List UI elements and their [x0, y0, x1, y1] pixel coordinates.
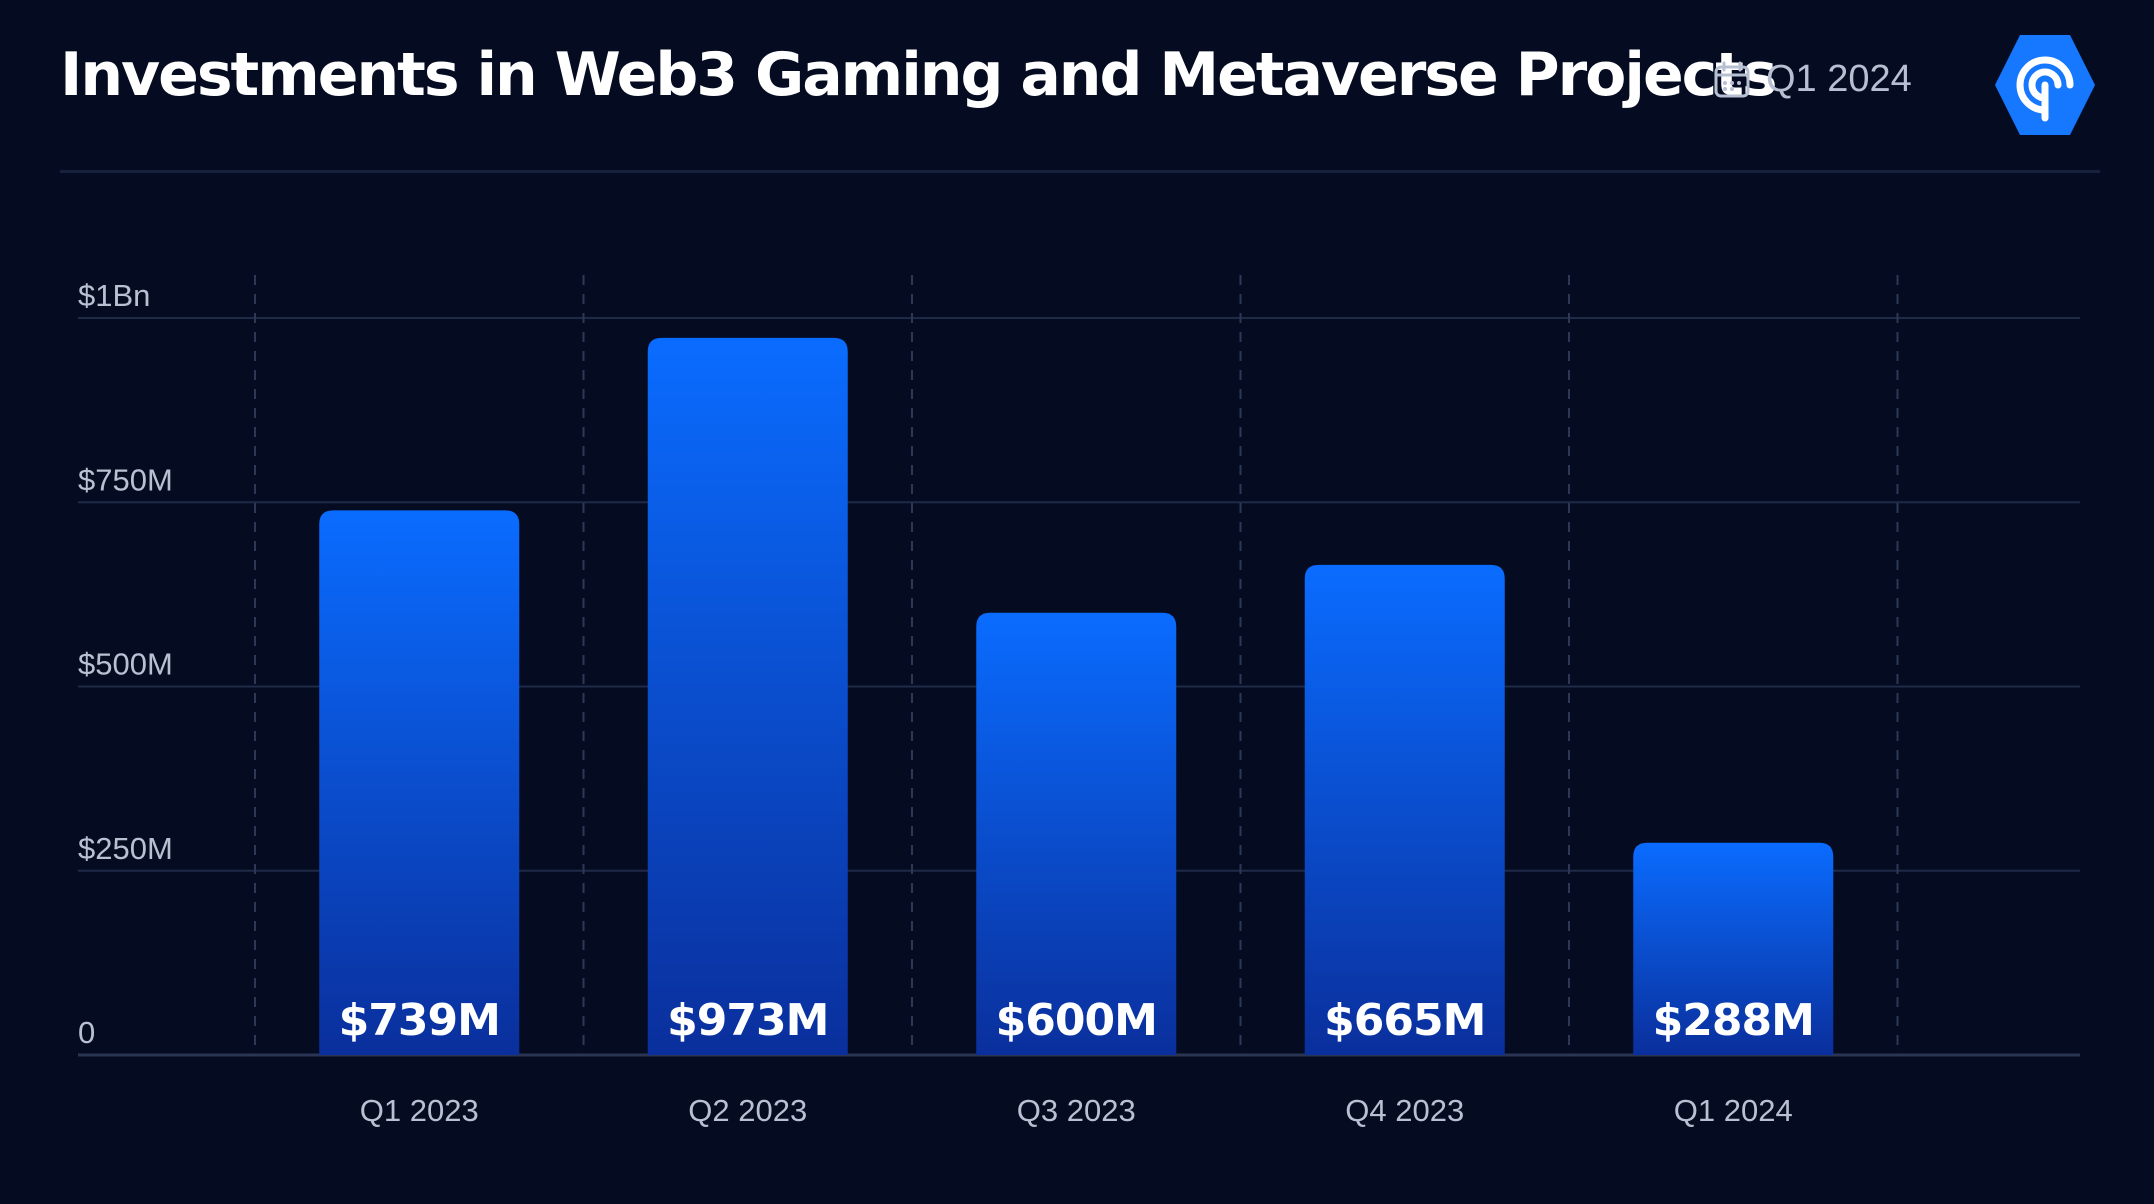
x-tick-label: Q1 2023 [360, 1093, 479, 1128]
header-divider [60, 170, 2100, 173]
chart-title: Investments in Web3 Gaming and Metaverse… [60, 40, 1778, 110]
calendar-icon [1714, 61, 1750, 97]
bars [319, 337, 1834, 1055]
bar-q1-2024 [1633, 842, 1834, 1055]
bar-q1-2023 [319, 510, 520, 1055]
bar-value-label: $665M [1324, 995, 1485, 1046]
labels: 0 $250M $500M $750M $1Bn $739M Q1 2023 $973M Q2 … [78, 278, 1815, 1128]
y-tick-label: 0 [78, 1015, 95, 1050]
y-tick-label: $500M [78, 647, 173, 682]
period-badge: Q1 2024 [1712, 58, 1912, 101]
x-tick-label: Q1 2024 [1674, 1093, 1793, 1128]
bar-value-label: $288M [1653, 995, 1814, 1046]
x-tick-label: Q4 2023 [1345, 1093, 1464, 1128]
y-tick-label: $250M [78, 831, 173, 866]
period-label: Q1 2024 [1766, 58, 1912, 100]
bar-q3-2023 [976, 612, 1177, 1055]
y-tick-label: $750M [78, 462, 173, 497]
x-tick-label: Q2 2023 [688, 1093, 807, 1128]
bar-value-label: $973M [667, 995, 828, 1046]
bar-value-label: $600M [996, 995, 1157, 1046]
chart-header: Investments in Web3 Gaming and Metaverse… [60, 30, 2100, 150]
bar-value-label: $739M [339, 995, 500, 1046]
y-tick-label: $1Bn [78, 278, 150, 313]
brand-logo-icon [1995, 35, 2095, 135]
x-tick-label: Q3 2023 [1017, 1093, 1136, 1128]
bar-q2-2023 [647, 337, 848, 1055]
bar-q4-2023 [1304, 564, 1505, 1055]
